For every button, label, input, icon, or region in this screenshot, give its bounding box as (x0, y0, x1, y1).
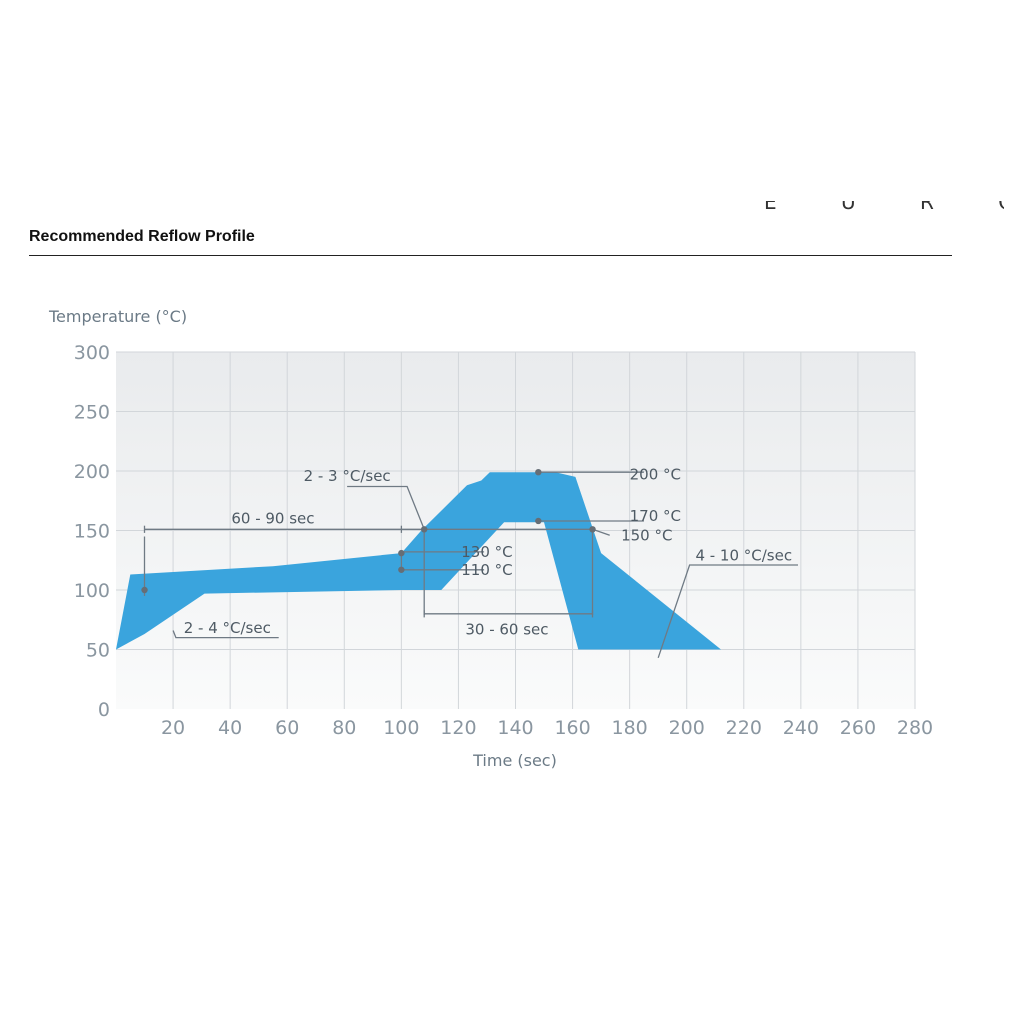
cropped-brand-text: E U R O P E (764, 201, 1004, 215)
y-tick-label: 200 (74, 461, 110, 483)
x-tick-label: 180 (612, 717, 648, 739)
y-axis-label: Temperature (°C) (48, 307, 187, 326)
annotation-label: 110 °C (461, 561, 512, 579)
annotation-guide (172, 630, 279, 639)
y-tick-label: 0 (98, 699, 110, 721)
x-tick-label: 140 (497, 717, 533, 739)
x-tick-label: 260 (840, 717, 876, 739)
x-tick-label: 200 (669, 717, 705, 739)
axis-tick-labels: 0 50 100 150 200 250 300 20 40 60 80 100 120 140 160 18… (74, 342, 933, 739)
annotation-label: 4 - 10 °C/sec (695, 546, 792, 564)
annotation-label: 170 °C (630, 507, 681, 525)
x-tick-label: 240 (783, 717, 819, 739)
cropped-brand-letters: E U R O P E (764, 201, 1004, 214)
annotation-label: 30 - 60 sec (465, 620, 548, 638)
page-title: Recommended Reflow Profile (29, 228, 255, 245)
annotation-point (420, 526, 428, 533)
x-tick-label: 80 (332, 717, 356, 739)
x-tick-label: 60 (275, 717, 299, 739)
x-tick-label: 220 (726, 717, 762, 739)
annotation-point (535, 468, 542, 476)
annotation-label: 200 °C (630, 466, 681, 484)
annotation-points (141, 468, 596, 594)
y-tick-label: 150 (74, 521, 110, 543)
x-axis-label: Time (sec) (472, 751, 557, 770)
annotation-point (535, 517, 542, 525)
annotation-point (141, 586, 148, 594)
y-tick-label: 100 (74, 580, 110, 602)
annotation-label: 150 °C (621, 526, 672, 544)
x-tick-label: 20 (161, 717, 185, 739)
x-tick-label: 100 (383, 717, 419, 739)
annotation-point (589, 526, 596, 533)
annotation-label: 2 - 3 °C/sec (304, 467, 391, 485)
x-tick-label: 280 (897, 717, 933, 739)
annotation-guide (347, 485, 425, 530)
title-divider (29, 255, 952, 256)
annotation-point (398, 566, 405, 573)
annotation-label: 130 °C (461, 543, 512, 561)
annotation-point (398, 549, 405, 557)
annotation-guide (657, 564, 798, 659)
x-tick-label: 40 (218, 717, 242, 739)
annotation-label: 2 - 4 °C/sec (184, 619, 271, 637)
annotation-label: 60 - 90 sec (231, 510, 314, 528)
reflow-band (116, 472, 721, 650)
y-tick-label: 300 (74, 342, 110, 364)
y-tick-label: 50 (86, 640, 110, 662)
x-tick-label: 160 (554, 717, 590, 739)
annotation-guides (143, 471, 798, 659)
y-tick-label: 250 (74, 402, 110, 424)
x-tick-label: 120 (440, 717, 476, 739)
annotation-labels: 60 - 90 sec 2 - 4 °C/sec 2 - 3 °C/sec 130 °… (184, 466, 792, 639)
